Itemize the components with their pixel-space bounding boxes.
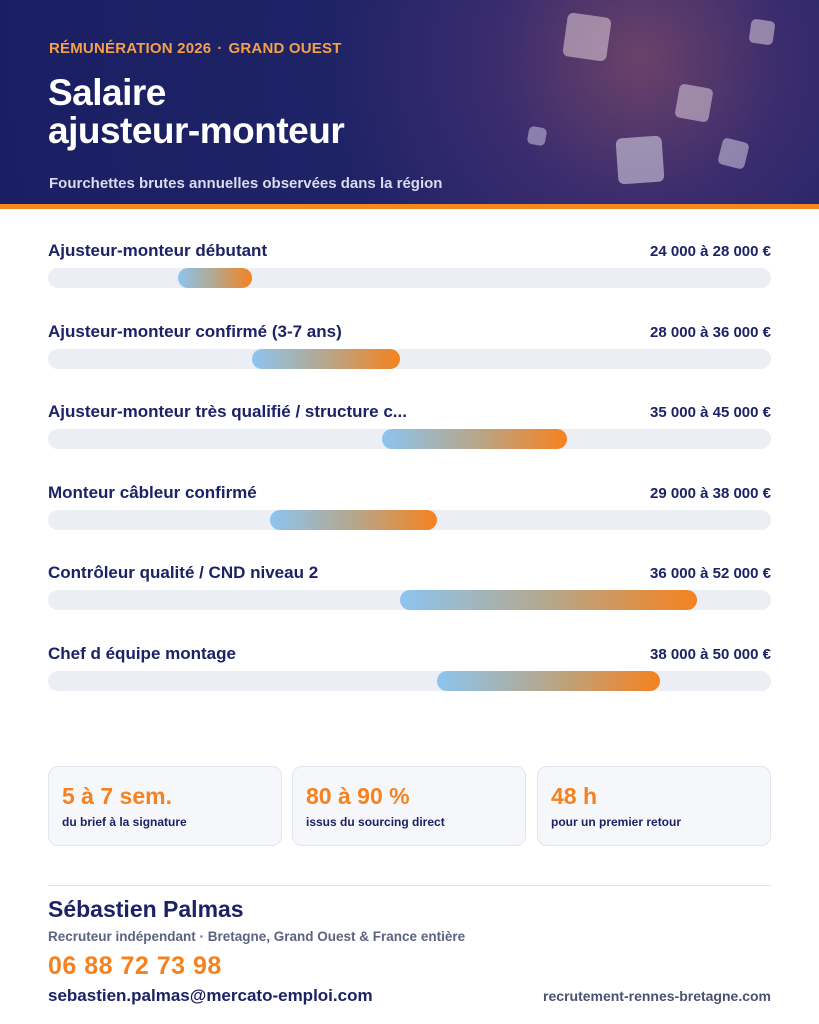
salary-row-label: Ajusteur-monteur confirmé (3-7 ans) (48, 322, 342, 341)
kicker-separator: · (217, 40, 223, 57)
decorative-square-icon (562, 12, 612, 62)
stat-caption: issus du sourcing direct (306, 815, 445, 829)
salary-range-bar (381, 429, 568, 449)
stat-value: 80 à 90 % (306, 783, 410, 809)
header-kicker: RÉMUNÉRATION 2026 · GRAND OUEST (49, 40, 342, 57)
contact-phone-link[interactable]: 06 88 72 73 98 (48, 952, 222, 980)
decorative-square-icon (674, 83, 714, 123)
salary-row-range: 24 000 à 28 000 € (650, 243, 771, 260)
salary-track (48, 268, 771, 288)
salary-row-range: 28 000 à 36 000 € (650, 324, 771, 341)
salary-row: Monteur câbleur confirmé 29 000 à 38 000… (48, 483, 771, 531)
salary-row: Ajusteur-monteur très qualifié / structu… (48, 402, 771, 450)
stat-caption: pour un premier retour (551, 815, 682, 829)
salary-range-bar (400, 590, 697, 610)
stat-card: 48 h pour un premier retour (537, 766, 771, 846)
salary-range-bar (251, 349, 401, 369)
salary-row-label: Ajusteur-monteur débutant (48, 241, 268, 260)
salary-track (48, 510, 771, 530)
decorative-square-icon (526, 125, 548, 147)
salary-row-label: Ajusteur-monteur très qualifié / structu… (48, 402, 407, 421)
salary-row: Ajusteur-monteur confirmé (3-7 ans) 28 0… (48, 322, 771, 370)
salary-range-bar (270, 510, 438, 530)
salary-row-range: 36 000 à 52 000 € (650, 565, 771, 582)
salary-track (48, 429, 771, 449)
decorative-square-icon (615, 135, 665, 185)
kicker-year: RÉMUNÉRATION 2026 (49, 40, 212, 57)
decorative-square-icon (717, 137, 750, 170)
salary-row: Ajusteur-monteur débutant 24 000 à 28 00… (48, 241, 771, 289)
salary-row-label: Monteur câbleur confirmé (48, 483, 257, 502)
hero-header: RÉMUNÉRATION 2026 · GRAND OUEST Salaire aj… (0, 0, 819, 204)
salary-row-range: 29 000 à 38 000 € (650, 485, 771, 502)
salary-row: Chef d équipe montage 38 000 à 50 000 € (48, 644, 771, 692)
page-title: Salaire ajusteur-monteur (48, 74, 528, 150)
contact-role: Recruteur indépendant · Bretagne, Grand … (48, 929, 466, 944)
salary-row-range: 35 000 à 45 000 € (650, 404, 771, 421)
stat-card: 80 à 90 % issus du sourcing direct (292, 766, 526, 846)
title-line-2: ajusteur-monteur (48, 110, 345, 151)
stat-card: 5 à 7 sem. du brief à la signature (48, 766, 282, 846)
salary-track (48, 349, 771, 369)
title-line-1: Salaire (48, 72, 166, 113)
stat-value: 48 h (551, 783, 598, 809)
salary-track (48, 590, 771, 610)
contact-website-link[interactable]: recrutement-rennes-bretagne.com (543, 988, 771, 1004)
salary-range-bar (437, 671, 660, 691)
kicker-region: GRAND OUEST (228, 40, 342, 57)
salary-row-label: Chef d équipe montage (48, 644, 236, 663)
header-accent-stripe (0, 204, 819, 209)
salary-range-bar (177, 268, 252, 288)
page-subtitle: Fourchettes brutes annuelles observées d… (49, 175, 443, 192)
salary-row-label: Contrôleur qualité / CND niveau 2 (48, 563, 319, 582)
footer-divider (48, 885, 771, 886)
decorative-square-icon (748, 18, 776, 46)
stat-value: 5 à 7 sem. (62, 783, 172, 809)
salary-row-range: 38 000 à 50 000 € (650, 646, 771, 663)
stat-caption: du brief à la signature (62, 815, 187, 829)
salary-row: Contrôleur qualité / CND niveau 2 36 000… (48, 563, 771, 611)
contact-name: Sébastien Palmas (48, 896, 244, 922)
salary-track (48, 671, 771, 691)
contact-email-link[interactable]: sebastien.palmas@mercato-emploi.com (48, 986, 373, 1005)
